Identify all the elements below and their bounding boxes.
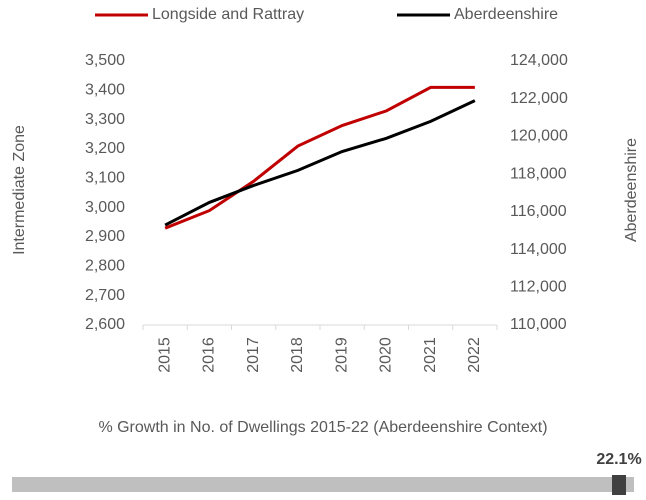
y2-tick-label: 110,000 <box>510 316 567 333</box>
indicator-label: 22.1% <box>596 451 641 468</box>
x-tick-label: 2016 <box>201 337 218 373</box>
x-tick-label: 2019 <box>333 337 350 373</box>
y-tick-label: 2,800 <box>85 258 125 275</box>
series-line <box>164 99 476 227</box>
indicator-title: % Growth in No. of Dwellings 2015-22 (Ab… <box>98 419 547 436</box>
y-tick-label: 2,600 <box>85 316 125 333</box>
legend-label: Aberdeenshire <box>454 6 558 23</box>
y2-axis-title: Aberdeenshire <box>623 138 640 242</box>
y-tick-label: 3,500 <box>85 52 125 69</box>
y2-tick-label: 114,000 <box>510 241 567 258</box>
y2-tick-label: 120,000 <box>510 128 568 145</box>
y2-tick-label: 124,000 <box>510 52 568 69</box>
y-tick-label: 2,900 <box>85 228 125 245</box>
y-tick-label: 3,300 <box>85 111 125 128</box>
legend-label: Longside and Rattray <box>152 6 304 23</box>
indicator-track <box>12 477 634 492</box>
y2-tick-label: 116,000 <box>510 203 567 220</box>
x-tick-label: 2021 <box>422 337 439 373</box>
y2-tick-label: 112,000 <box>510 279 567 296</box>
series-line <box>164 85 475 230</box>
indicator-marker <box>612 475 626 495</box>
y-tick-label: 2,700 <box>85 287 125 304</box>
y-tick-label: 3,400 <box>85 82 125 99</box>
x-tick-label: 2017 <box>245 337 262 373</box>
y-axis-title: Intermediate Zone <box>11 125 28 255</box>
x-tick-label: 2020 <box>378 337 395 373</box>
x-tick-label: 2015 <box>156 337 173 373</box>
x-tick-label: 2022 <box>466 337 483 373</box>
y2-tick-label: 118,000 <box>510 165 567 182</box>
y-tick-label: 3,000 <box>85 199 125 216</box>
y2-tick-label: 122,000 <box>510 90 568 107</box>
y-tick-label: 3,100 <box>85 170 125 187</box>
y-tick-label: 3,200 <box>85 140 125 157</box>
x-tick-label: 2018 <box>289 337 306 373</box>
